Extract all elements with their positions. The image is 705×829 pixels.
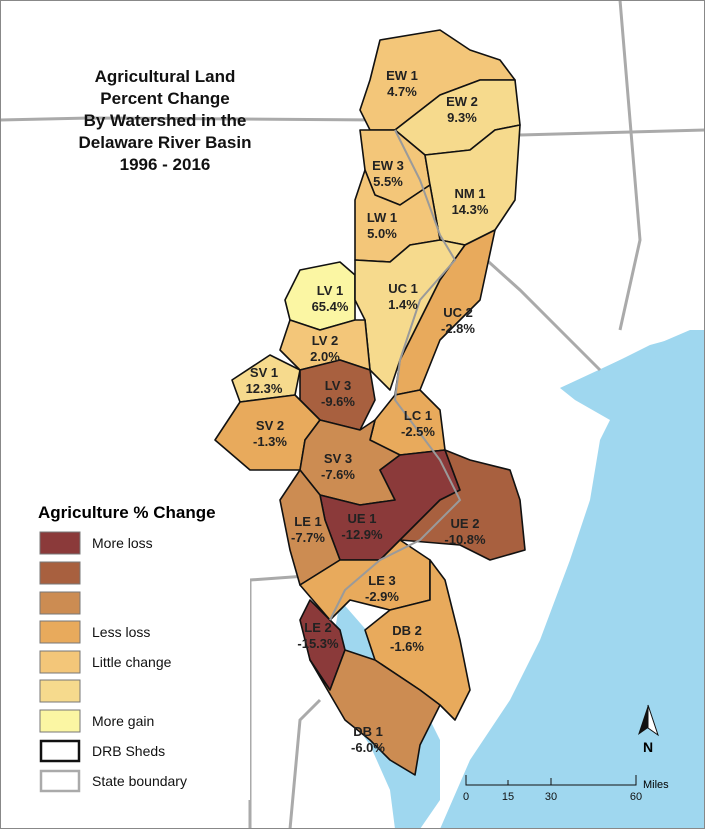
legend-swatch (39, 739, 81, 763)
watershed-name: LE 1 (294, 514, 321, 529)
watershed-change: -1.6% (390, 639, 424, 654)
watershed-name: NM 1 (454, 186, 485, 201)
watershed-name: EW 1 (386, 68, 418, 83)
watershed (231, 354, 301, 403)
state-boundary (519, 128, 705, 137)
watershed-name: SV 1 (250, 365, 278, 380)
watershed-change: 14.3% (452, 202, 489, 217)
scale-unit: Miles (643, 779, 669, 791)
state-boundary (468, 243, 602, 372)
legend-swatch (39, 591, 81, 615)
watershed-name: UC 1 (388, 281, 418, 296)
legend-label: More loss (92, 535, 153, 551)
river (329, 129, 462, 621)
scale-label: 0 (463, 791, 469, 803)
legend-label: More gain (92, 713, 154, 729)
watershed-change: -9.6% (321, 394, 355, 409)
legend: Agriculture % Change More loss Less loss… (30, 495, 250, 800)
watershed-name: UE 2 (451, 516, 480, 531)
watershed-labels: EW 14.7% EW 29.3% EW 35.5% NM 114.3% LW 15.0… (246, 68, 489, 755)
watershed-change: -1.3% (253, 434, 287, 449)
legend-label: Little change (92, 654, 172, 670)
watershed-name: DB 2 (392, 623, 422, 638)
watershed-change: 5.5% (373, 174, 403, 189)
watershed-change: -2.9% (365, 589, 399, 604)
arrow (638, 705, 648, 735)
watershed-change: -2.8% (441, 321, 475, 336)
watershed-change: -6.0% (351, 740, 385, 755)
state-boundary (618, 0, 642, 331)
watershed-change: 12.3% (246, 381, 283, 396)
watershed-name: LV 3 (325, 378, 352, 393)
watershed (364, 559, 471, 721)
harbor (560, 330, 705, 388)
north-arrow: N (638, 704, 659, 755)
watershed-name: UE 1 (348, 511, 377, 526)
legend-swatch (39, 709, 81, 733)
watershed-name: DB 1 (353, 724, 383, 739)
arrow (647, 704, 659, 737)
scale-line (465, 775, 637, 786)
scale-label: 60 (630, 791, 642, 803)
state-boundary (288, 698, 322, 829)
watershed-change: 9.3% (447, 110, 477, 125)
watershed-name: LW 1 (367, 210, 397, 225)
watershed-change: -7.6% (321, 467, 355, 482)
legend-swatch (39, 531, 81, 555)
title: Agricultural Land Percent Change By Wate… (79, 67, 252, 174)
scale-label: 15 (502, 791, 514, 803)
watershed-name: LV 1 (317, 283, 344, 298)
watershed-name: SV 2 (256, 418, 284, 433)
watershed-name: EW 3 (372, 158, 404, 173)
legend-swatch (39, 620, 81, 644)
legend-title: Agriculture % Change (38, 503, 216, 522)
watershed-change: -12.9% (341, 527, 383, 542)
watershed-name: LE 2 (304, 620, 331, 635)
watershed-name: LC 1 (404, 408, 432, 423)
legend-label: State boundary (92, 773, 187, 789)
watershed (279, 469, 341, 586)
legend-swatch (39, 561, 81, 585)
watershed-name: LV 2 (312, 333, 339, 348)
watersheds (214, 29, 526, 776)
watershed-name: EW 2 (446, 94, 478, 109)
watershed-name: SV 3 (324, 451, 352, 466)
title-line: Percent Change (100, 89, 229, 108)
legend-swatch (39, 769, 81, 793)
title-line: 1996 - 2016 (120, 155, 211, 174)
title-line: Delaware River Basin (79, 133, 252, 152)
title-line: Agricultural Land (95, 67, 236, 86)
watershed (399, 449, 526, 561)
watershed-change: 65.4% (312, 299, 349, 314)
watershed-change: 2.0% (310, 349, 340, 364)
legend-swatch (39, 650, 81, 674)
north-label: N (643, 739, 653, 755)
watershed-change: 5.0% (367, 226, 397, 241)
ocean (440, 330, 705, 829)
watershed-change: -15.3% (297, 636, 339, 651)
legend-label: Less loss (92, 624, 150, 640)
watershed-change: 1.4% (388, 297, 418, 312)
scale-bar: 0 15 30 60 Miles (463, 775, 669, 803)
scale-label: 30 (545, 791, 557, 803)
legend-swatch (39, 679, 81, 703)
watershed-name: LE 3 (368, 573, 395, 588)
watershed-change: -2.5% (401, 424, 435, 439)
watershed-change: -7.7% (291, 530, 325, 545)
watershed-change: 4.7% (387, 84, 417, 99)
title-line: By Watershed in the (84, 111, 247, 130)
watershed-change: -10.8% (444, 532, 486, 547)
watershed (309, 649, 441, 776)
watershed-name: UC 2 (443, 305, 473, 320)
legend-label: DRB Sheds (92, 743, 165, 759)
